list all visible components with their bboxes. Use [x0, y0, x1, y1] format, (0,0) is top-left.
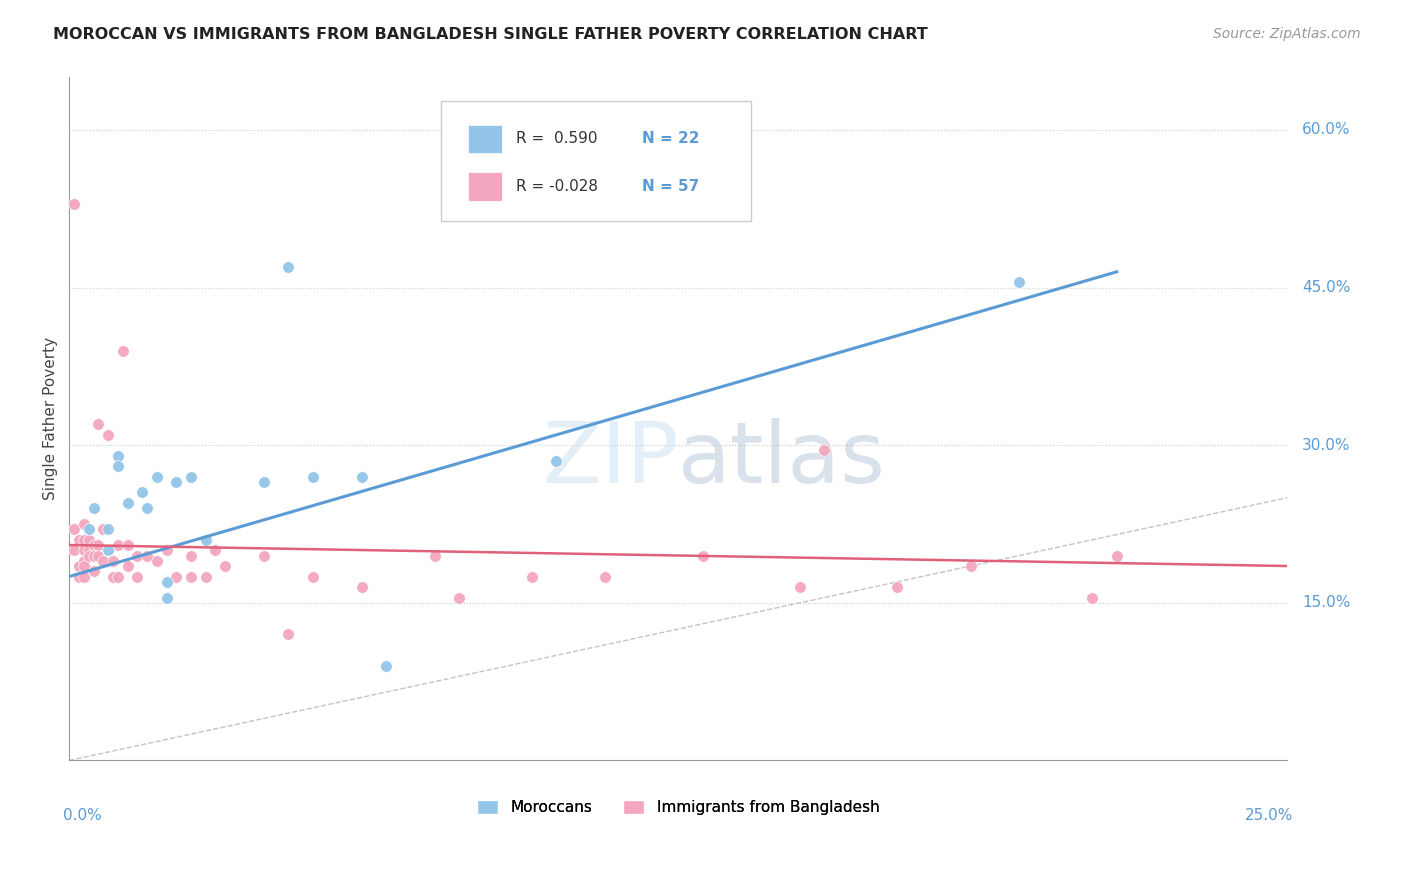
Point: [91, 522, 114, 536]
Text: MOROCCAN VS IMMIGRANTS FROM BANGLADESH SINGLE FATHER POVERTY CORRELATION CHART: MOROCCAN VS IMMIGRANTS FROM BANGLADESH S…: [53, 27, 928, 42]
Point: [91, 554, 114, 568]
Point: [117, 496, 139, 510]
Point: [165, 569, 187, 583]
Point: [301, 469, 323, 483]
Point: [350, 580, 373, 594]
Text: R = -0.028: R = -0.028: [516, 179, 598, 194]
Point: [131, 485, 153, 500]
Point: [180, 549, 202, 563]
Point: [107, 449, 129, 463]
Point: [77, 549, 100, 563]
Point: [447, 591, 470, 605]
Point: [194, 569, 217, 583]
Text: N = 57: N = 57: [641, 179, 699, 194]
Point: [692, 549, 714, 563]
Text: 0.0%: 0.0%: [63, 808, 101, 823]
Point: [253, 475, 276, 489]
Text: ZIP: ZIP: [541, 418, 678, 501]
Point: [127, 549, 149, 563]
Point: [1008, 276, 1031, 290]
Point: [97, 522, 120, 536]
Point: [214, 559, 236, 574]
Text: 60.0%: 60.0%: [1302, 122, 1350, 137]
Y-axis label: Single Father Poverty: Single Father Poverty: [44, 337, 58, 500]
Point: [77, 543, 100, 558]
Point: [107, 569, 129, 583]
Point: [520, 569, 543, 583]
Point: [73, 543, 96, 558]
Point: [277, 260, 299, 274]
Text: 45.0%: 45.0%: [1302, 280, 1350, 295]
Point: [73, 554, 96, 568]
Point: [959, 559, 981, 574]
Point: [83, 564, 105, 578]
Point: [146, 469, 169, 483]
Point: [204, 543, 226, 558]
Point: [87, 538, 110, 552]
FancyBboxPatch shape: [468, 172, 502, 201]
Point: [117, 559, 139, 574]
Point: [63, 522, 86, 536]
Point: [107, 538, 129, 552]
Point: [87, 417, 110, 432]
Point: [97, 427, 120, 442]
Point: [73, 533, 96, 547]
Point: [374, 658, 396, 673]
Point: [73, 569, 96, 583]
Point: [87, 549, 110, 563]
Point: [73, 559, 96, 574]
Point: [83, 549, 105, 563]
Point: [156, 574, 179, 589]
Point: [136, 501, 159, 516]
Point: [117, 538, 139, 552]
Point: [156, 543, 179, 558]
Text: 15.0%: 15.0%: [1302, 595, 1350, 610]
Point: [63, 543, 86, 558]
Point: [67, 533, 90, 547]
Point: [67, 559, 90, 574]
FancyBboxPatch shape: [468, 125, 502, 153]
Point: [350, 469, 373, 483]
Point: [97, 543, 120, 558]
Point: [101, 569, 124, 583]
Text: R =  0.590: R = 0.590: [516, 131, 598, 146]
Point: [77, 533, 100, 547]
Point: [136, 549, 159, 563]
FancyBboxPatch shape: [440, 102, 751, 221]
Text: atlas: atlas: [678, 418, 886, 501]
Text: Source: ZipAtlas.com: Source: ZipAtlas.com: [1213, 27, 1361, 41]
Point: [301, 569, 323, 583]
Point: [423, 549, 446, 563]
Point: [180, 569, 202, 583]
Text: 25.0%: 25.0%: [1244, 808, 1294, 823]
Point: [546, 454, 568, 468]
Point: [789, 580, 811, 594]
Point: [127, 569, 149, 583]
Point: [1105, 549, 1128, 563]
Point: [111, 343, 134, 358]
Point: [593, 569, 616, 583]
Point: [63, 196, 86, 211]
Legend: Moroccans, Immigrants from Bangladesh: Moroccans, Immigrants from Bangladesh: [471, 794, 886, 821]
Point: [180, 469, 202, 483]
Text: 30.0%: 30.0%: [1302, 438, 1350, 452]
Point: [194, 533, 217, 547]
Point: [146, 554, 169, 568]
Point: [253, 549, 276, 563]
Point: [67, 569, 90, 583]
Point: [77, 522, 100, 536]
Point: [277, 627, 299, 641]
Point: [165, 475, 187, 489]
Point: [73, 516, 96, 531]
Point: [156, 591, 179, 605]
Point: [1081, 591, 1104, 605]
Point: [886, 580, 908, 594]
Point: [107, 459, 129, 474]
Point: [101, 554, 124, 568]
Text: N = 22: N = 22: [641, 131, 699, 146]
Point: [83, 501, 105, 516]
Point: [813, 443, 835, 458]
Point: [83, 538, 105, 552]
